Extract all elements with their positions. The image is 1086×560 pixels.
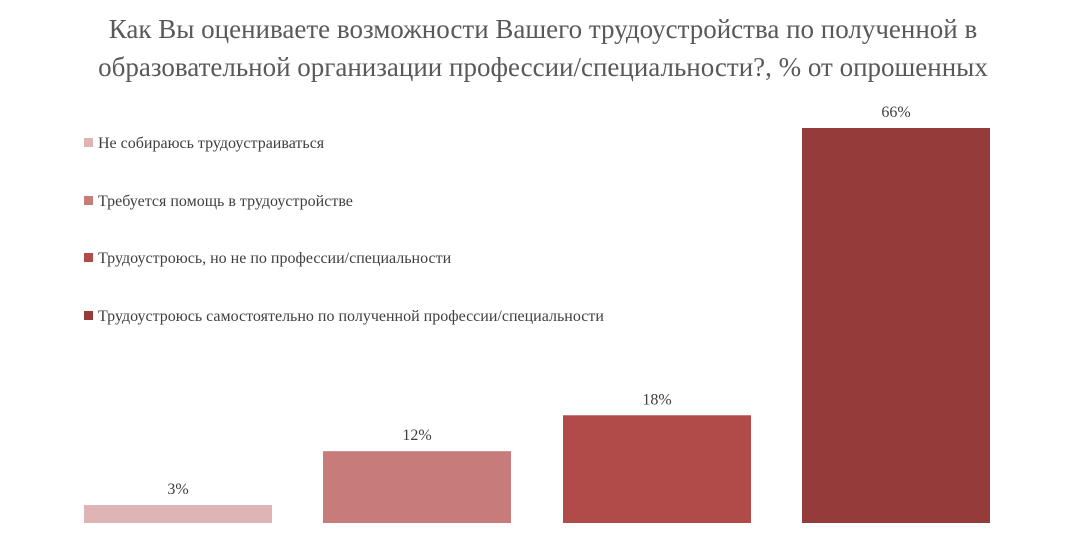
bar-2 bbox=[323, 451, 511, 523]
legend-swatch bbox=[84, 196, 93, 205]
chart-title: Как Вы оцениваете возможности Вашего тру… bbox=[0, 10, 1086, 86]
chart-data-labels: 3% 12% 18% 66% bbox=[167, 104, 910, 498]
chart-title-line-2: образовательной организации профессии/сп… bbox=[98, 52, 988, 82]
data-label-1: 3% bbox=[167, 481, 188, 498]
bar-1 bbox=[84, 505, 272, 523]
legend-swatch bbox=[84, 311, 93, 320]
legend-swatch bbox=[84, 253, 93, 262]
legend-label: Трудоустроюсь, но не по профессии/специа… bbox=[98, 250, 452, 267]
chart-bars bbox=[84, 128, 990, 523]
data-label-3: 18% bbox=[642, 391, 671, 408]
bar-4 bbox=[802, 128, 990, 523]
legend-label: Трудоустроюсь самостоятельно по полученн… bbox=[98, 308, 604, 325]
legend-item-1: Не собираюсь трудоустраиваться bbox=[84, 135, 325, 152]
data-label-4: 66% bbox=[881, 104, 910, 121]
data-label-2: 12% bbox=[402, 427, 431, 444]
chart-legend: Не собираюсь трудоустраиваться Требуется … bbox=[84, 135, 604, 325]
legend-item-4: Трудоустроюсь самостоятельно по полученн… bbox=[84, 308, 604, 325]
legend-item-3: Трудоустроюсь, но не по профессии/специа… bbox=[84, 250, 452, 267]
legend-label: Требуется помощь в трудоустройстве bbox=[98, 193, 353, 210]
chart-title-line-1: Как Вы оцениваете возможности Вашего тру… bbox=[108, 14, 978, 44]
legend-swatch bbox=[84, 138, 93, 147]
bar-3 bbox=[563, 415, 751, 523]
legend-item-2: Требуется помощь в трудоустройстве bbox=[84, 193, 353, 210]
legend-label: Не собираюсь трудоустраиваться bbox=[98, 135, 325, 152]
